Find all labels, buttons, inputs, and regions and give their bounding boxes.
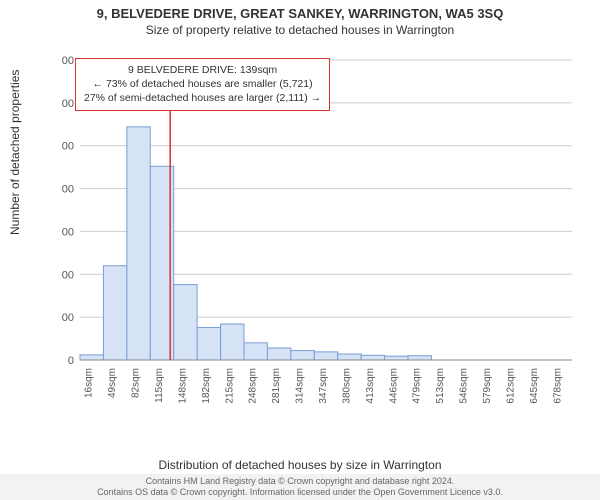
svg-text:2000: 2000 [62,184,74,196]
histogram-bar [314,352,337,360]
svg-text:281sqm: 281sqm [271,368,282,404]
histogram-bar [197,327,220,360]
svg-text:380sqm: 380sqm [341,368,352,404]
svg-text:182sqm: 182sqm [201,368,212,404]
svg-text:513sqm: 513sqm [435,368,446,404]
title-address: 9, BELVEDERE DRIVE, GREAT SANKEY, WARRIN… [0,0,600,21]
histogram-bar [80,355,103,360]
histogram-bar [385,356,408,360]
svg-text:82sqm: 82sqm [131,368,142,398]
svg-text:645sqm: 645sqm [529,368,540,404]
svg-text:3000: 3000 [62,98,74,110]
svg-text:413sqm: 413sqm [365,368,376,404]
svg-text:446sqm: 446sqm [388,368,399,404]
x-axis-label: Distribution of detached houses by size … [0,458,600,472]
annotation-line-2: ← 73% of detached houses are smaller (5,… [84,77,321,91]
svg-text:678sqm: 678sqm [552,368,563,404]
annotation-line-1: 9 BELVEDERE DRIVE: 139sqm [84,63,321,77]
histogram-bar [103,266,126,360]
histogram-bar [291,351,314,360]
annotation-line-3: 27% of semi-detached houses are larger (… [84,91,321,105]
svg-text:248sqm: 248sqm [248,368,259,404]
svg-text:2500: 2500 [62,141,74,153]
svg-text:579sqm: 579sqm [482,368,493,404]
histogram-bar [408,356,431,360]
svg-text:16sqm: 16sqm [84,368,95,398]
svg-text:115sqm: 115sqm [154,368,165,403]
histogram-bar [361,355,384,360]
histogram-bar [244,343,267,360]
histogram-bar [221,324,244,360]
histogram-bar [267,348,290,360]
svg-text:215sqm: 215sqm [224,368,235,404]
svg-text:314sqm: 314sqm [295,368,306,404]
svg-text:49sqm: 49sqm [107,368,118,398]
svg-text:3500: 3500 [62,55,74,67]
svg-text:546sqm: 546sqm [459,368,470,404]
annotation-box: 9 BELVEDERE DRIVE: 139sqm ← 73% of detac… [75,58,330,111]
footer-line-2: Contains OS data © Crown copyright. Info… [97,487,503,498]
svg-text:612sqm: 612sqm [505,368,516,404]
svg-text:1000: 1000 [62,269,74,281]
svg-text:479sqm: 479sqm [412,368,423,404]
y-axis-label: Number of detached properties [8,70,22,235]
svg-text:347sqm: 347sqm [318,368,329,404]
title-subtitle: Size of property relative to detached ho… [0,21,600,43]
svg-text:148sqm: 148sqm [177,368,188,404]
svg-text:500: 500 [62,312,74,324]
footer: Contains HM Land Registry data © Crown c… [0,474,600,500]
histogram-bar [174,285,197,360]
svg-text:0: 0 [68,355,74,367]
svg-text:1500: 1500 [62,226,74,238]
histogram-bar [338,354,361,360]
histogram-bar [127,127,150,360]
footer-line-1: Contains HM Land Registry data © Crown c… [146,476,455,487]
